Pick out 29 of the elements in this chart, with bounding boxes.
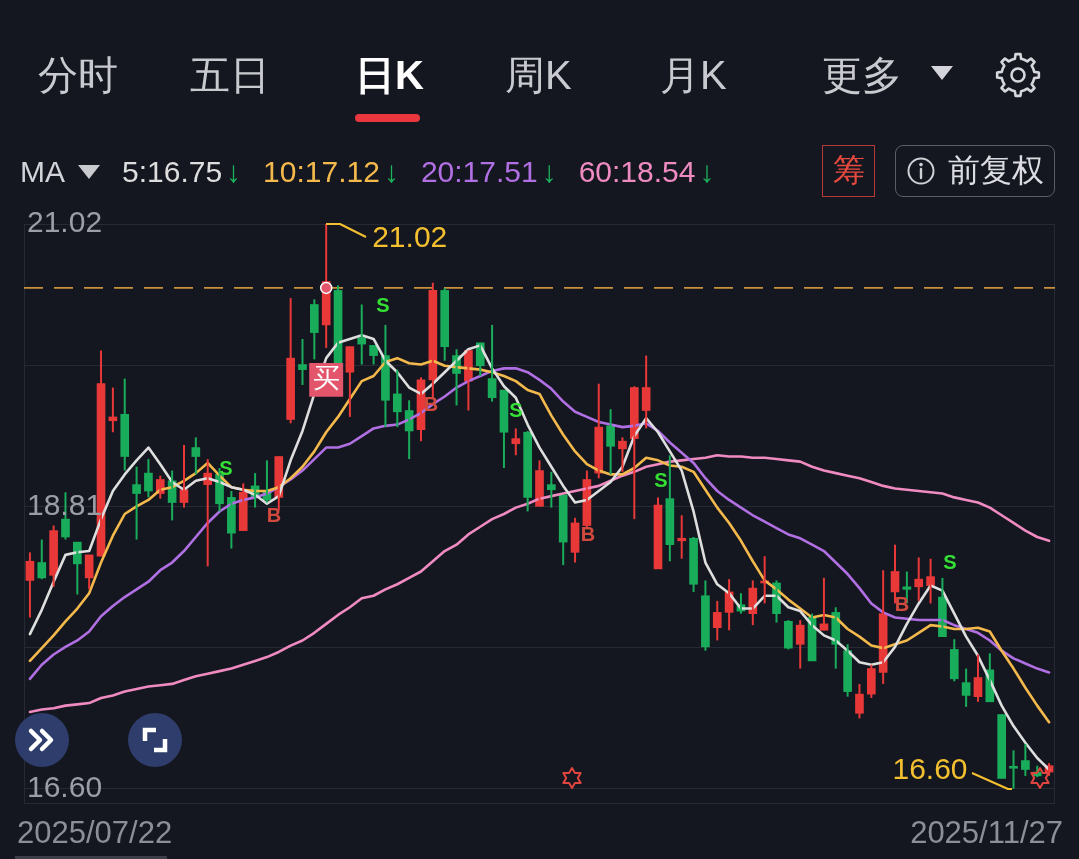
annotation: B: [894, 593, 910, 615]
annotation: B: [266, 504, 282, 526]
text: 筹: [822, 145, 875, 197]
text: 20:17.51↓: [420, 155, 557, 188]
text: 日K: [355, 52, 424, 99]
annotation: 21.02: [372, 220, 448, 254]
annotation: S: [219, 457, 233, 479]
text: 2025/07/22: [17, 815, 173, 851]
annotation: B: [580, 523, 596, 545]
y-tick-label: 16.60: [27, 769, 103, 803]
text: 10:17.12↓: [263, 155, 399, 188]
annotation: 16.60: [892, 751, 968, 785]
text: 5:16.75↓: [122, 155, 242, 188]
text: 60:18.54↓: [578, 155, 715, 188]
text: 月K: [660, 52, 727, 99]
text: 更多: [822, 52, 902, 99]
data-label: 买: [312, 363, 340, 394]
text: 分时: [38, 52, 118, 99]
text: 五日: [190, 52, 270, 99]
annotation: S: [654, 469, 668, 491]
annotation: S: [943, 551, 957, 573]
text: 前复权: [895, 145, 1055, 197]
annotation: S: [376, 294, 390, 316]
text: 2025/11/27: [910, 815, 1063, 851]
y-tick-label: 21.02: [27, 205, 103, 239]
text: 周K: [505, 52, 572, 99]
legend-title: MA: [20, 155, 65, 189]
annotation: S: [509, 399, 523, 421]
candlestick: [1009, 749, 1018, 790]
